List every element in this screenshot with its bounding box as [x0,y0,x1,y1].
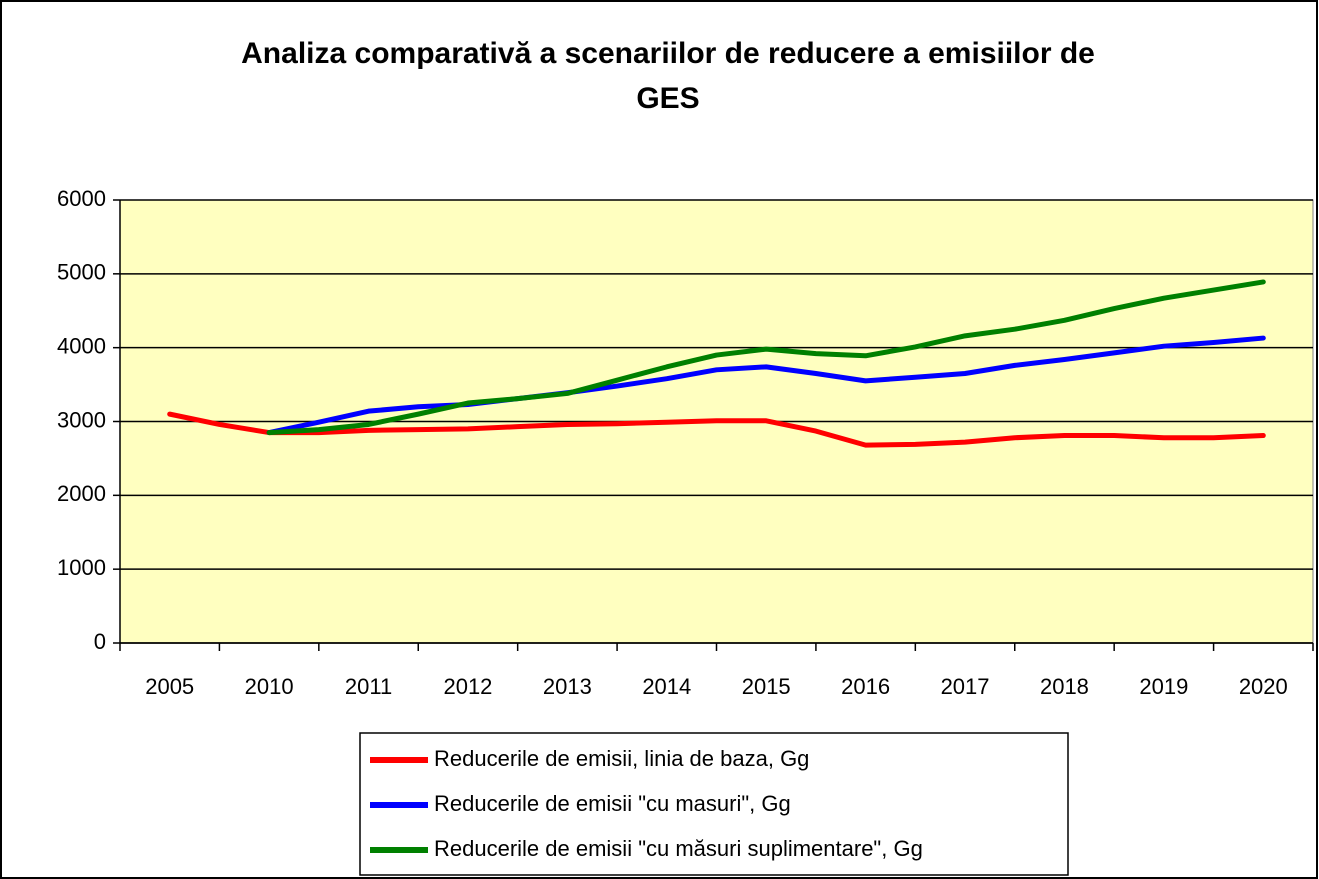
y-tick-label: 2000 [57,481,106,506]
x-tick-label: 2017 [941,674,990,699]
series-line [167,411,1266,448]
x-tick-label: 2005 [145,674,194,699]
series-line [266,279,1266,436]
x-tick-label: 2018 [1040,674,1089,699]
chart-title: GES [636,82,699,115]
x-tick-label: 2015 [742,674,791,699]
x-tick-label: 2019 [1139,674,1188,699]
legend-label: Reducerile de emisii, linia de baza, Gg [434,746,809,771]
legend-box [359,732,1069,876]
x-tick-label: 2011 [345,674,392,699]
x-tick-label: 2010 [245,674,294,699]
y-tick-label: 5000 [57,260,106,285]
y-tick-label: 0 [94,629,106,654]
legend-label: Reducerile de emisii "cu măsuri suplimen… [434,836,923,861]
x-tick-label: 2014 [642,674,691,699]
y-tick-label: 3000 [57,407,106,432]
x-tick-label: 2013 [543,674,592,699]
legend-label: Reducerile de emisii "cu masuri", Gg [434,791,791,816]
x-tick-label: 2016 [841,674,890,699]
y-tick-label: 6000 [57,186,106,211]
chart-title: Analiza comparativă a scenariilor de red… [241,37,1095,70]
x-tick-label: 2012 [443,674,492,699]
y-tick-label: 1000 [57,555,106,580]
series-line [266,335,1266,436]
y-tick-label: 4000 [57,333,106,358]
x-tick-label: 2020 [1239,674,1288,699]
